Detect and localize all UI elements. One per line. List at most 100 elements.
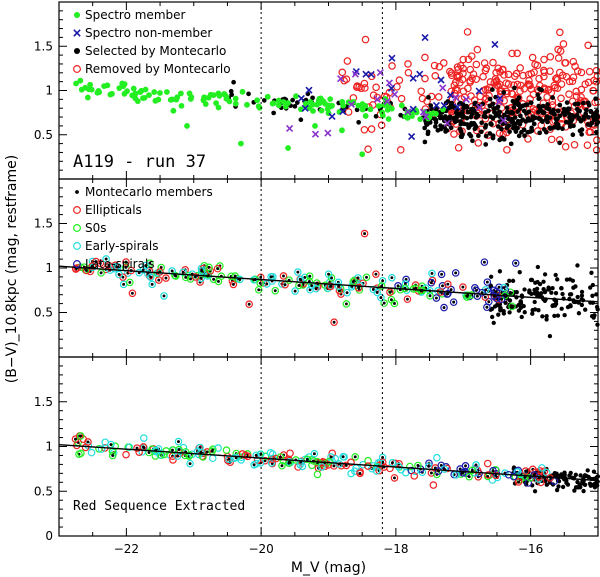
point: [210, 449, 214, 453]
point-stroke: [499, 116, 507, 125]
point: [498, 308, 503, 313]
point: [349, 277, 358, 286]
point: [375, 466, 383, 475]
point: [524, 479, 533, 487]
legend-entry: Spectro member: [73, 8, 186, 22]
point-stroke: [432, 101, 441, 109]
point: [77, 449, 85, 458]
point: [589, 270, 594, 275]
point: [325, 457, 333, 466]
point: [512, 85, 517, 91]
point: [576, 311, 582, 316]
point: [410, 472, 419, 480]
point: [555, 313, 561, 318]
point: [487, 103, 493, 109]
point: [270, 100, 277, 107]
point: [88, 262, 97, 270]
point: [552, 74, 560, 83]
point: [387, 84, 396, 92]
point: [562, 472, 567, 477]
point: [457, 126, 463, 132]
point: [507, 278, 512, 283]
x-axis-title: M_V (mag): [291, 560, 366, 576]
point: [390, 276, 394, 280]
point: [135, 448, 143, 456]
point: [227, 457, 231, 461]
point: [496, 312, 501, 317]
point: [361, 35, 370, 44]
point: [540, 314, 545, 319]
point: [528, 53, 537, 62]
point: [189, 277, 192, 281]
point: [499, 65, 507, 74]
point: [357, 84, 365, 93]
point: [212, 277, 216, 281]
point: [578, 473, 583, 478]
point: [163, 89, 170, 95]
point-stroke: [286, 124, 294, 133]
legends: Spectro member Spectro non-member Selected…: [73, 8, 245, 514]
point: [308, 274, 312, 278]
point: [593, 136, 600, 144]
point: [443, 119, 451, 127]
point: [555, 108, 561, 114]
point: [495, 124, 501, 129]
point: [332, 320, 336, 324]
point: [559, 472, 564, 477]
point-stroke: [387, 84, 396, 92]
point: [421, 53, 429, 62]
point: [205, 450, 209, 454]
point: [560, 291, 565, 297]
point: [537, 86, 542, 92]
point: [286, 449, 294, 458]
point: [417, 116, 424, 123]
point: [535, 74, 543, 83]
point: [575, 294, 580, 300]
point: [483, 122, 489, 128]
point: [529, 291, 534, 296]
point: [561, 142, 570, 151]
point: [428, 269, 436, 278]
point: [556, 28, 564, 37]
point: [73, 80, 79, 87]
point: [329, 102, 335, 109]
point: [492, 68, 500, 77]
point: [490, 314, 495, 320]
point: [517, 480, 521, 484]
point: [483, 459, 492, 468]
point: [451, 269, 460, 277]
point: [385, 116, 392, 122]
point: [116, 85, 123, 92]
point: [585, 122, 591, 127]
point: [442, 306, 446, 309]
point: [511, 105, 517, 110]
point-stroke: [301, 104, 309, 112]
point: [577, 128, 583, 134]
point: [490, 87, 495, 92]
point: [122, 282, 126, 286]
point: [217, 279, 220, 283]
point: [483, 278, 492, 286]
point: [550, 285, 555, 291]
point: [324, 106, 331, 112]
point: [283, 283, 287, 287]
point-stroke: [440, 101, 448, 110]
point: [517, 270, 522, 275]
y-tick-label: 1.5: [34, 217, 53, 231]
point: [493, 113, 499, 118]
point: [76, 432, 85, 440]
point: [516, 133, 522, 139]
point: [561, 110, 566, 116]
point: [344, 302, 348, 306]
point: [515, 109, 521, 114]
point: [588, 483, 593, 488]
point: [532, 299, 537, 305]
point: [305, 86, 313, 94]
point: [444, 280, 452, 288]
point: [500, 71, 508, 79]
point: [358, 471, 362, 475]
legend-entry: Selected by Montecarlo: [73, 44, 226, 58]
point: [356, 119, 361, 125]
point-stroke: [421, 34, 429, 42]
point: [377, 282, 386, 290]
